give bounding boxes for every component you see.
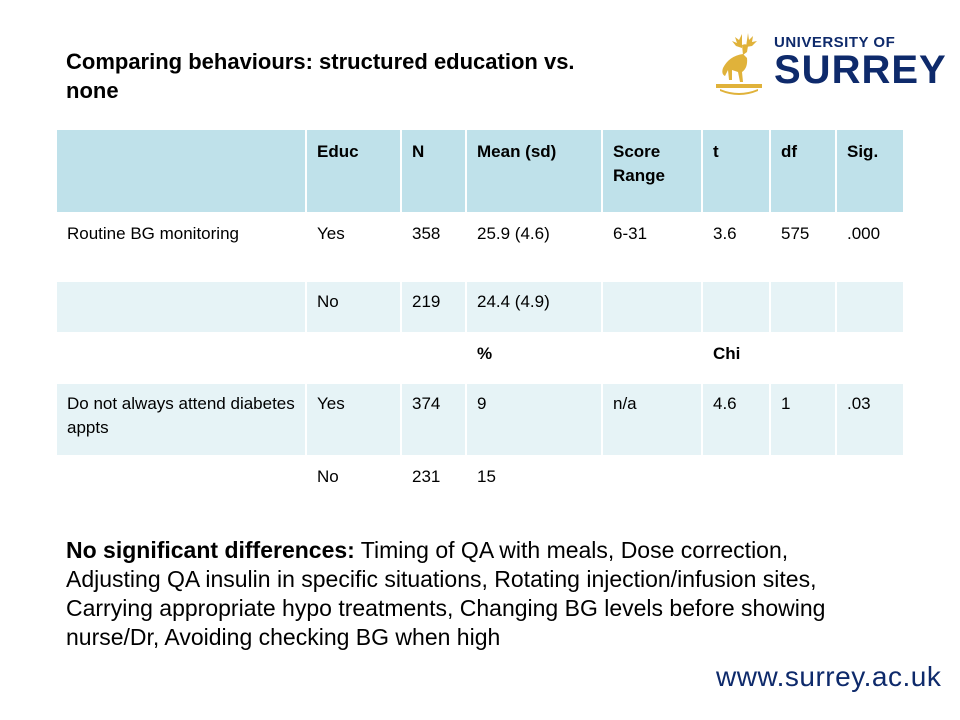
table-cell: Yes <box>305 382 402 457</box>
header-cell-educ: Educ <box>305 128 402 214</box>
table-header-row: Educ N Mean (sd) Score Range t df Sig. <box>55 128 905 214</box>
table-cell: 25.9 (4.6) <box>465 212 603 282</box>
table-row: No 231 15 <box>55 455 905 509</box>
header-cell-t: t <box>701 128 771 214</box>
table-cell: 231 <box>400 455 467 509</box>
no-differences-note: No significant differences: Timing of QA… <box>66 536 866 652</box>
table-cell <box>601 332 703 384</box>
logo-surrey: SURREY <box>774 48 947 92</box>
slide-title: Comparing behaviours: structured educati… <box>66 49 575 103</box>
table-cell <box>55 280 307 334</box>
table-cell: No <box>305 455 402 509</box>
table-cell: No <box>305 280 402 334</box>
table-cell: .03 <box>835 382 905 457</box>
table-cell <box>769 280 837 334</box>
table-cell-percent-heading: % <box>465 332 603 384</box>
table-cell: Routine BG monitoring <box>55 212 307 282</box>
stag-icon <box>716 33 762 95</box>
table-cell: 374 <box>400 382 467 457</box>
table-cell: Do not always attend diabetes appts <box>55 382 307 457</box>
header-cell-sig: Sig. <box>835 128 905 214</box>
table-cell: 6-31 <box>601 212 703 282</box>
table-cell <box>701 280 771 334</box>
table-row: Routine BG monitoring Yes 358 25.9 (4.6)… <box>55 212 905 282</box>
note-text: Timing of QA with meals, Dose correction… <box>66 537 826 650</box>
table-cell: n/a <box>601 382 703 457</box>
note-label: No significant differences: <box>66 537 355 563</box>
table-cell: 24.4 (4.9) <box>465 280 603 334</box>
table-row: No 219 24.4 (4.9) <box>55 280 905 334</box>
header-cell-score-range: Score Range <box>601 128 703 214</box>
header-cell-n: N <box>400 128 467 214</box>
table-cell-chi-heading: Chi <box>701 332 771 384</box>
table-cell <box>305 332 402 384</box>
table-cell <box>769 455 837 509</box>
header-cell-df: df <box>769 128 837 214</box>
table-cell: 15 <box>465 455 603 509</box>
table-cell: 219 <box>400 280 467 334</box>
table-cell <box>601 280 703 334</box>
table-cell: 4.6 <box>701 382 771 457</box>
table-cell <box>835 332 905 384</box>
table-row: Do not always attend diabetes appts Yes … <box>55 382 905 457</box>
table-cell <box>55 455 307 509</box>
table-cell <box>835 455 905 509</box>
table-cell: 1 <box>769 382 837 457</box>
table-cell <box>835 280 905 334</box>
table-cell: 358 <box>400 212 467 282</box>
table-cell: 575 <box>769 212 837 282</box>
comparison-table: Educ N Mean (sd) Score Range t df Sig. R… <box>55 128 905 509</box>
table-cell <box>701 455 771 509</box>
table-cell <box>769 332 837 384</box>
table-cell: .000 <box>835 212 905 282</box>
table-cell: 9 <box>465 382 603 457</box>
university-logo: UNIVERSITY OF SURREY <box>712 30 946 98</box>
table-cell <box>601 455 703 509</box>
table-cell: 3.6 <box>701 212 771 282</box>
logo-wordmark: UNIVERSITY OF SURREY <box>774 35 947 90</box>
table-cell <box>55 332 307 384</box>
logo-university-of: UNIVERSITY OF <box>774 34 896 51</box>
table-cell <box>400 332 467 384</box>
header-cell-blank <box>55 128 307 214</box>
table-cell: Yes <box>305 212 402 282</box>
table-row: % Chi <box>55 332 905 384</box>
website-url: www.surrey.ac.uk <box>716 661 942 692</box>
header-cell-mean: Mean (sd) <box>465 128 603 214</box>
